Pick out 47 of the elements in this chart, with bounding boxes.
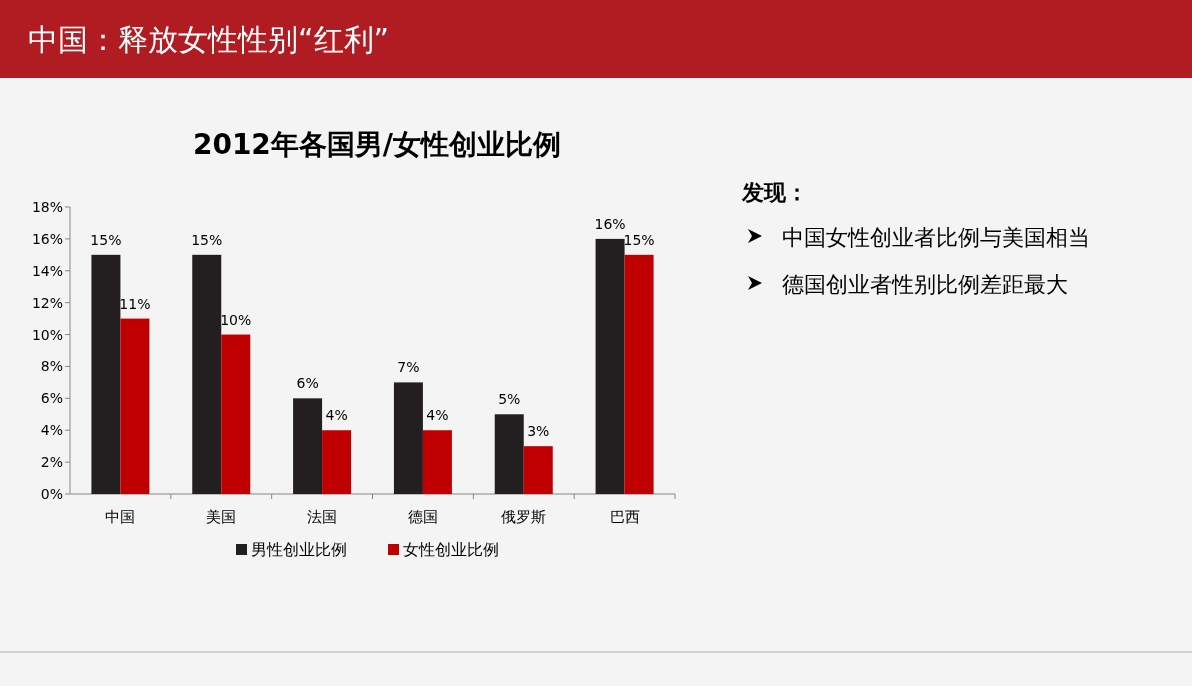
data-label: 15% (90, 231, 122, 248)
bar (624, 254, 654, 494)
text: 中国女性创业者比例与美国相当 (782, 225, 1090, 250)
data-label: 15% (191, 231, 223, 248)
x-tick-label: 法国 (307, 508, 338, 526)
y-tick-label: 2% (40, 454, 63, 471)
y-tick-label: 14% (31, 262, 63, 279)
bar (523, 446, 553, 494)
data-label: 11% (119, 295, 151, 312)
x-tick-label: 德国 (407, 508, 438, 526)
bar (293, 398, 323, 494)
bar (595, 238, 625, 494)
bar (322, 430, 352, 494)
y-tick-label: 10% (31, 326, 63, 343)
data-label: 15% (623, 231, 655, 248)
y-tick-label: 4% (40, 422, 63, 439)
text: 德国创业者性别比例差距最大 (782, 272, 1068, 297)
data-label: 16% (594, 215, 626, 232)
chart-subtitle: 2012年各国男/女性创业比例 (192, 128, 562, 161)
bar (91, 254, 121, 494)
bar (221, 334, 251, 494)
data-label: 10% (220, 311, 252, 328)
text: 发现： (741, 180, 808, 205)
y-tick-label: 12% (31, 294, 63, 311)
data-label: 5% (498, 391, 521, 408)
x-tick-label: 中国 (105, 508, 136, 526)
y-tick-label: 6% (40, 390, 63, 407)
bar (422, 430, 452, 494)
x-tick-label: 美国 (206, 508, 237, 526)
bar (192, 254, 222, 494)
data-label: 3% (527, 423, 550, 440)
bar (393, 382, 423, 494)
y-tick-label: 0% (40, 486, 63, 502)
x-tick-label: 巴西 (609, 508, 640, 526)
data-label: 7% (397, 359, 420, 376)
legend-label: 男性创业比例 (251, 540, 347, 559)
data-label: 4% (325, 407, 348, 424)
chart-title: 中国：释放女性性别“红利” (28, 22, 390, 57)
data-label: 4% (426, 407, 449, 424)
y-tick-label: 16% (31, 230, 63, 247)
x-tick-label: 俄罗斯 (501, 508, 547, 526)
y-tick-label: 8% (40, 358, 63, 375)
legend-label: 女性创业比例 (403, 540, 499, 559)
bar (120, 318, 150, 494)
data-label: 6% (296, 375, 319, 392)
y-tick-label: 18% (31, 199, 63, 215)
bar (494, 414, 524, 494)
